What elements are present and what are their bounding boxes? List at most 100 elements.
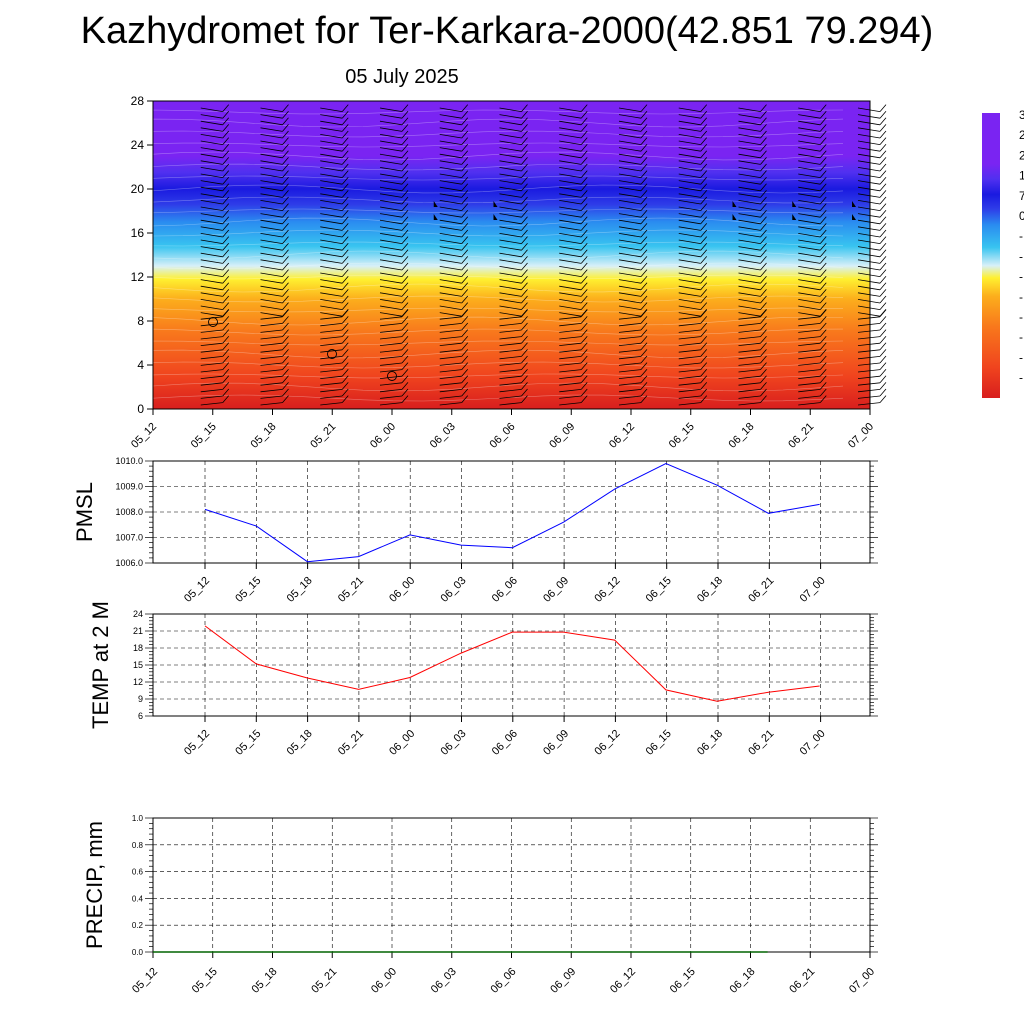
barb-feather	[700, 275, 708, 284]
wind-barb	[320, 183, 349, 192]
wind-barb	[678, 289, 708, 297]
barb-shaft	[798, 362, 821, 366]
barb-shaft	[798, 233, 821, 238]
wind-barb	[559, 137, 588, 145]
wind-barb	[678, 176, 708, 185]
barb-shaft	[738, 402, 761, 406]
wind-barb	[618, 110, 648, 119]
barb-shaft	[260, 395, 283, 399]
barb-feather	[222, 395, 230, 403]
barb-feather	[222, 176, 230, 185]
barb-shaft	[559, 186, 582, 192]
wind-barb	[798, 295, 827, 304]
barb-shaft	[857, 316, 881, 320]
barb-feather	[401, 203, 409, 211]
wind-barb	[678, 256, 708, 264]
barb-shaft	[618, 114, 642, 119]
barb-feather	[341, 375, 349, 384]
wind-barb	[738, 316, 767, 327]
wind-barb	[320, 157, 349, 165]
barb-feather	[879, 209, 887, 218]
barb-feather	[282, 282, 289, 291]
barb-feather	[879, 170, 887, 178]
wind-pennant	[493, 201, 498, 207]
barb-feather	[640, 282, 648, 291]
wind-barb	[379, 262, 409, 271]
wind-barb	[499, 382, 528, 393]
wind-barb	[439, 289, 469, 297]
y-tick-label: 15	[133, 660, 143, 670]
wind-barb	[499, 256, 528, 264]
barb-shaft	[678, 114, 701, 119]
wind-barb	[439, 216, 469, 225]
contour-line	[152, 382, 844, 392]
barb-shaft	[499, 375, 522, 379]
wind-barb	[678, 170, 708, 178]
wind-barb	[200, 368, 230, 379]
barb-shaft	[618, 279, 642, 284]
barb-shaft	[439, 167, 462, 172]
barb-shaft	[320, 153, 343, 159]
colorbar-label: 7	[1019, 189, 1024, 203]
wind-barb	[320, 368, 349, 379]
barb-shaft	[200, 369, 223, 373]
barb-feather	[760, 137, 767, 145]
barb-feather	[700, 170, 708, 178]
barb-shaft	[798, 329, 821, 333]
barb-feather	[521, 150, 528, 159]
y-tick-label: 1006.0	[115, 558, 143, 568]
barb-shaft	[618, 342, 642, 346]
x-tick-label: 05_21	[336, 575, 366, 605]
barb-shaft	[678, 312, 701, 317]
barb-feather	[341, 170, 349, 178]
wind-barb	[618, 137, 648, 145]
barb-shaft	[857, 193, 881, 198]
contour-line	[152, 217, 844, 227]
barb-feather	[580, 104, 588, 112]
wind-barb	[618, 262, 648, 271]
barb-shaft	[200, 356, 223, 360]
barb-shaft	[320, 342, 343, 346]
barb-shaft	[559, 329, 582, 333]
wind-barb	[857, 282, 887, 291]
wind-barb	[559, 269, 588, 277]
wind-barb	[738, 216, 767, 225]
barb-shaft	[439, 246, 462, 251]
barb-feather	[700, 295, 708, 304]
barb-feather	[879, 216, 887, 225]
wind-barb	[379, 275, 409, 284]
barb-shaft	[618, 173, 642, 178]
wind-barb	[559, 388, 588, 399]
wind-barb	[798, 349, 827, 360]
barb-feather	[640, 362, 648, 370]
barb-shaft	[200, 272, 223, 277]
wind-barb	[798, 124, 827, 132]
wind-barb	[738, 209, 767, 218]
barb-shaft	[857, 252, 881, 258]
wind-barb	[379, 388, 409, 399]
barb-feather	[401, 143, 409, 152]
barb-shaft	[379, 233, 403, 238]
barb-shaft	[678, 292, 701, 297]
barb-feather	[282, 236, 289, 244]
wind-barb	[857, 316, 887, 327]
y-tick-label: 12	[131, 270, 145, 284]
barb-feather	[341, 355, 349, 364]
wind-barb	[439, 137, 469, 145]
barb-shaft	[798, 246, 821, 251]
barb-feather	[760, 157, 767, 165]
wind-barb	[738, 157, 767, 165]
barb-shaft	[260, 336, 283, 340]
wind-barb	[678, 388, 708, 399]
barb-feather	[341, 176, 349, 185]
barb-shaft	[857, 395, 881, 399]
wind-barb	[678, 302, 708, 310]
barb-shaft	[200, 259, 223, 264]
wind-barb	[618, 335, 648, 346]
barb-feather	[341, 262, 349, 271]
barb-feather	[222, 388, 230, 397]
barb-shaft	[798, 252, 821, 258]
wind-barb	[260, 342, 289, 353]
barb-shaft	[499, 329, 522, 333]
